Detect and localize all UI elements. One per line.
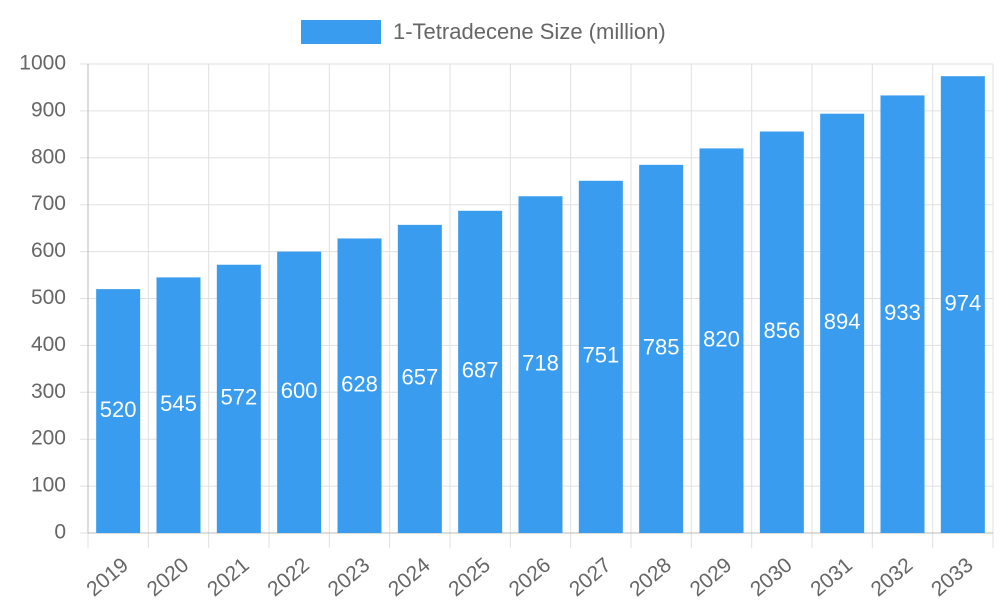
value-label: 628 — [341, 372, 378, 397]
y-tick-label: 700 — [31, 192, 66, 215]
bar — [759, 131, 804, 533]
x-tick-label: 2030 — [746, 553, 797, 600]
value-label: 785 — [643, 335, 680, 360]
value-label: 974 — [944, 290, 981, 315]
legend-label: 1-Tetradecene Size (million) — [393, 19, 666, 44]
bar — [518, 196, 563, 533]
value-label: 751 — [582, 343, 619, 368]
value-label: 657 — [401, 365, 438, 390]
bar — [397, 224, 442, 533]
bar — [156, 277, 201, 533]
value-label: 687 — [462, 358, 499, 383]
y-tick-label: 500 — [31, 286, 66, 309]
value-label: 520 — [100, 397, 137, 422]
value-label: 820 — [703, 327, 740, 352]
x-tick-label: 2028 — [625, 553, 676, 600]
value-label: 856 — [763, 318, 800, 343]
y-tick-label: 600 — [31, 239, 66, 262]
bar — [96, 289, 141, 533]
x-tick-label: 2019 — [82, 553, 133, 600]
y-tick-label: 800 — [31, 145, 66, 168]
x-tick-label: 2025 — [444, 553, 495, 600]
x-tick-label: 2023 — [324, 553, 375, 600]
x-tick-label: 2031 — [806, 553, 857, 600]
bar — [216, 264, 261, 533]
y-tick-label: 100 — [31, 474, 66, 497]
bar — [639, 164, 684, 533]
x-tick-label: 2020 — [143, 553, 194, 600]
x-tick-label: 2032 — [867, 553, 918, 600]
bar — [880, 95, 925, 533]
bar — [699, 148, 744, 534]
x-tick-label: 2033 — [927, 553, 978, 600]
value-label: 600 — [281, 378, 318, 403]
y-tick-label: 400 — [31, 333, 66, 356]
bar — [337, 238, 382, 533]
bar — [940, 76, 985, 533]
x-tick-label: 2027 — [565, 553, 616, 600]
value-label: 718 — [522, 350, 559, 375]
value-label: 933 — [884, 300, 921, 325]
y-tick-label: 300 — [31, 380, 66, 403]
bar — [277, 251, 322, 533]
bar — [820, 113, 865, 534]
bar — [458, 210, 503, 533]
value-label: 572 — [220, 385, 257, 410]
x-tick-label: 2021 — [203, 553, 254, 600]
x-tick-label: 2022 — [263, 553, 314, 600]
bar — [578, 180, 623, 533]
value-label: 894 — [824, 309, 861, 334]
x-tick-label: 2029 — [686, 553, 737, 600]
y-tick-label: 900 — [31, 98, 66, 121]
legend-swatch — [301, 20, 381, 44]
y-tick-label: 200 — [31, 427, 66, 450]
x-tick-label: 2026 — [505, 553, 556, 600]
x-tick-label: 2024 — [384, 553, 435, 600]
value-label: 545 — [160, 391, 197, 416]
y-tick-label: 1000 — [19, 52, 66, 75]
y-tick-label: 0 — [54, 521, 66, 544]
